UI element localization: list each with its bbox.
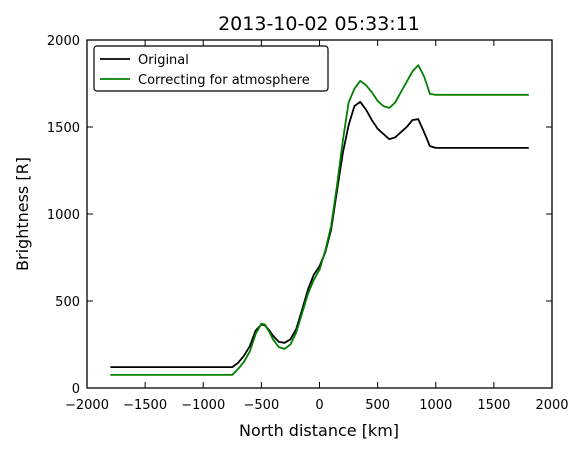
x-tick-label: −2000 [65, 398, 109, 413]
x-tick-label: 2000 [535, 398, 568, 413]
y-tick-label: 0 [72, 382, 80, 397]
x-tick-label: −1500 [123, 398, 167, 413]
series-line-0 [110, 100, 529, 368]
y-tick-label: 2000 [47, 34, 80, 49]
plot-area [86, 39, 553, 389]
series-line-1 [110, 64, 529, 376]
x-tick-label: 1500 [477, 398, 510, 413]
y-tick-label: 500 [55, 295, 80, 310]
series-lines [110, 64, 529, 376]
chart-title: 2013-10-02 05:33:11 [218, 13, 420, 35]
axis-ticks [86, 39, 553, 389]
plot-frame [86, 39, 553, 389]
legend-box [93, 45, 329, 92]
x-tick-label: 500 [365, 398, 390, 413]
y-tick-label: 1000 [47, 208, 80, 223]
y-tick-label: 1500 [47, 121, 80, 136]
y-tick-labels: 0 500 1000 1500 2000 [47, 34, 80, 397]
x-tick-label: 0 [315, 398, 323, 413]
legend-label-corrected: Correcting for atmosphere [138, 73, 310, 88]
x-tick-label: −500 [244, 398, 280, 413]
legend: Original Correcting for atmosphere [93, 45, 329, 92]
x-tick-labels: −2000 −1500 −1000 −500 0 500 1000 1500 2000 [65, 398, 569, 413]
x-tick-label: 1000 [419, 398, 452, 413]
x-tick-label: −1000 [181, 398, 225, 413]
legend-label-original: Original [138, 53, 189, 68]
x-axis-label: North distance [km] [239, 421, 399, 440]
y-axis-label: Brightness [R] [13, 157, 32, 271]
